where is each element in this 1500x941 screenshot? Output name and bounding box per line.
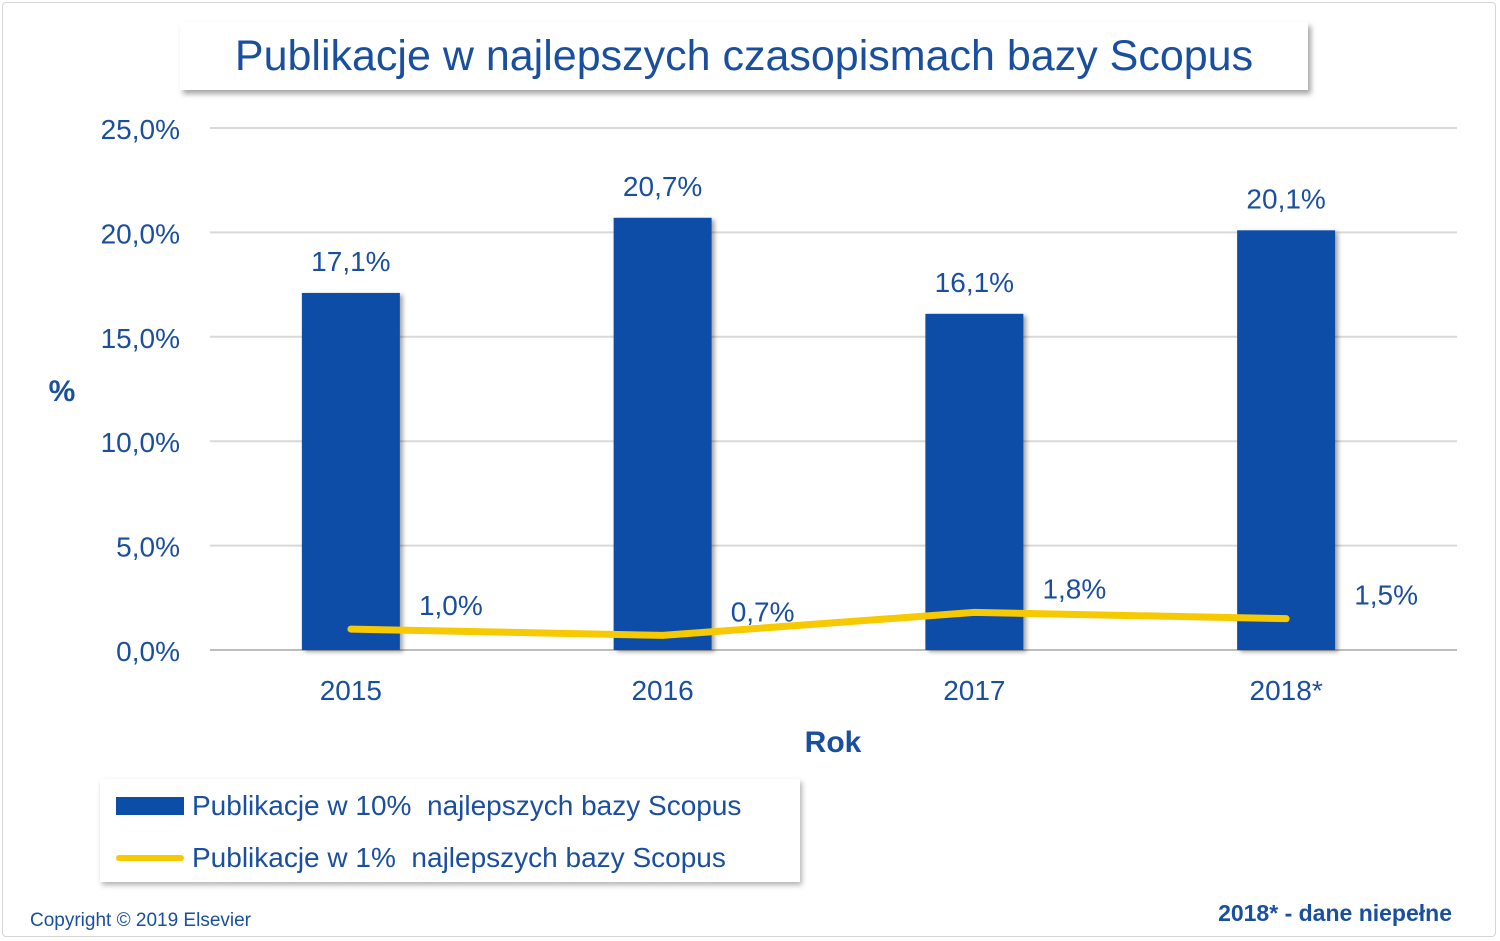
x-tick-label: 2015 [320, 675, 382, 706]
y-tick-label: 25,0% [101, 114, 180, 145]
bar-series [301, 217, 1336, 650]
line-data-labels: 1,0% 0,7% 1,8% 1,5% [419, 573, 1418, 627]
bar [925, 313, 1024, 650]
copyright-text: Copyright © 2019 Elsevier [30, 910, 251, 931]
x-tick-label: 2017 [943, 675, 1005, 706]
legend: Publikacje w 10% najlepszych bazy Scopus… [100, 779, 800, 882]
x-axis-title: Rok [805, 726, 862, 759]
line-data-label: 0,7% [731, 596, 795, 627]
y-tick-label: 5,0% [116, 532, 180, 563]
line-path [347, 608, 1290, 639]
legend-item-bar-series: Publikacje w 10% najlepszych bazy Scopus [116, 790, 742, 821]
y-axis-ticks: 0,0% 5,0% 10,0% 15,0% 20,0% 25,0% [101, 114, 180, 667]
bar [613, 217, 712, 650]
x-tick-label: 2016 [631, 675, 693, 706]
bar [301, 292, 400, 650]
line-data-label: 1,0% [419, 590, 483, 621]
legend-swatch-line [116, 855, 184, 861]
legend-swatch-bar [116, 797, 184, 815]
footnote-incomplete-data: 2018* - dane niepełne [1218, 900, 1452, 926]
y-tick-label: 10,0% [101, 427, 180, 458]
line-series [347, 608, 1290, 639]
x-axis-ticks: 2015 2016 2017 2018* [320, 675, 1323, 706]
bar-data-label: 20,1% [1246, 183, 1325, 214]
bar-data-label: 20,7% [623, 171, 702, 202]
y-tick-label: 20,0% [101, 218, 180, 249]
line-data-label: 1,5% [1354, 580, 1418, 611]
y-tick-label: 0,0% [116, 636, 180, 667]
legend-item-line-series: Publikacje w 1% najlepszych bazy Scopus [116, 842, 726, 873]
x-tick-label: 2018* [1250, 675, 1323, 706]
legend-label-line-series: Publikacje w 1% najlepszych bazy Scopus [192, 842, 726, 873]
y-tick-label: 15,0% [101, 323, 180, 354]
chart-title: Publikacje w najlepszych czasopismach ba… [180, 22, 1308, 90]
legend-label-bar-series: Publikacje w 10% najlepszych bazy Scopus [192, 790, 742, 821]
y-axis-title: % [49, 375, 76, 408]
bar-data-label: 16,1% [935, 267, 1014, 298]
bar-data-label: 17,1% [311, 246, 390, 277]
line-data-label: 1,8% [1042, 573, 1106, 604]
bar-data-labels: 17,1% 20,7% 16,1% 20,1% [311, 171, 1326, 298]
bar [1237, 230, 1336, 650]
